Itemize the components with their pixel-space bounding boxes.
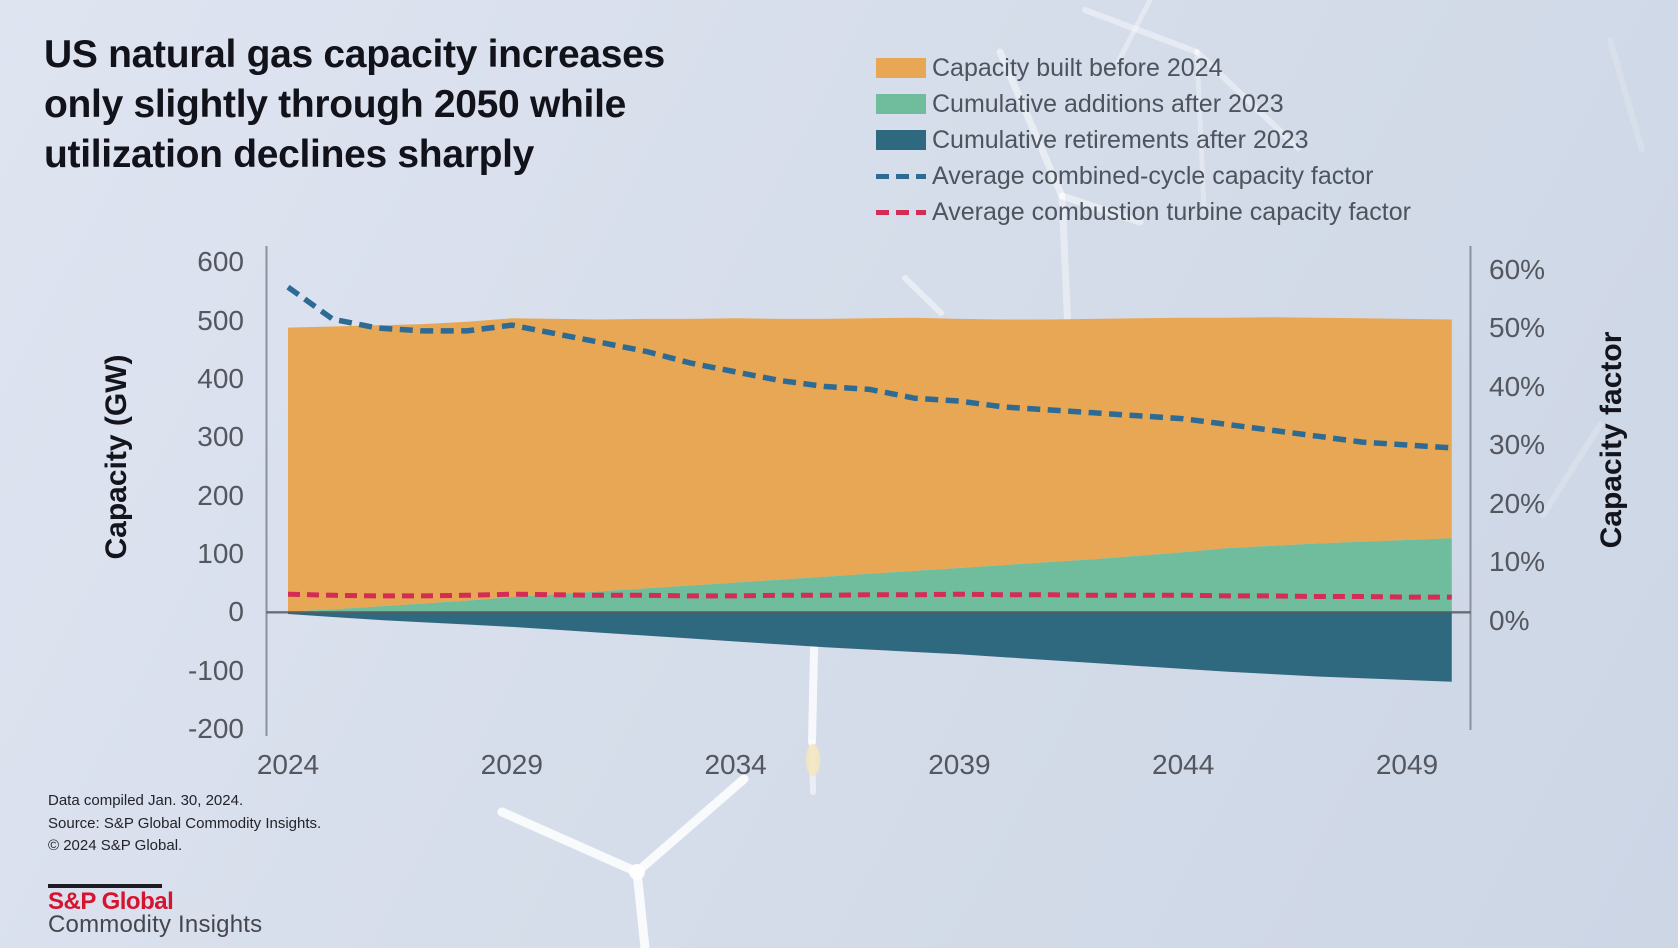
legend-item-2: Cumulative additions after 2023: [876, 86, 1411, 122]
chart-title: US natural gas capacity increases only s…: [44, 30, 804, 180]
right-axis-tick-label: 40%: [1489, 370, 1546, 402]
legend-item-1: Capacity built before 2024: [876, 50, 1411, 86]
combined-cycle-capacity-factor-line: [286, 284, 1452, 451]
chart-legend: Capacity built before 2024 Cumulative add…: [876, 50, 1411, 230]
legend-item-label: Capacity built before 2024: [932, 53, 1223, 82]
right-axis-title: Capacity factor: [1595, 331, 1628, 549]
right-axis-tick-label: 60%: [1489, 253, 1546, 285]
wind-turbine-watermark: [632, 867, 650, 948]
footnote-copyright: © 2024 S&P Global.: [48, 837, 183, 854]
sp-global-logo-brand: S&P Global: [48, 888, 174, 915]
left-axis-tick-label: -200: [187, 712, 244, 744]
wind-turbine-watermark: [1059, 327, 1071, 568]
wind-turbine-watermark: [808, 644, 818, 746]
area-capacity-before-2024: [288, 317, 1452, 612]
right-axis-tick-label: 50%: [1489, 312, 1546, 343]
left-axis-tick-label: 500: [197, 304, 244, 336]
area-cumulative-retirements: [288, 612, 1452, 682]
left-axis-tick-label: 400: [197, 362, 244, 394]
area-cumulative-additions: [288, 538, 1452, 613]
wind-turbine-watermark: [497, 807, 642, 877]
x-axis-tick-label: 2039: [928, 749, 991, 780]
footnote-compiled: Data compiled Jan. 30, 2024.: [48, 792, 244, 809]
x-axis-tick-label: 2049: [1375, 749, 1439, 780]
legend-item-label: Cumulative retirements after 2023: [932, 125, 1309, 154]
wind-turbine-watermark: [1082, 7, 1200, 55]
left-axis-tick-label: -100: [187, 654, 244, 686]
left-axis-tick-label: 300: [197, 421, 244, 453]
chart-title-line2: only slightly through 2050 while: [44, 83, 626, 126]
right-axis-tick-label: 0%: [1489, 604, 1530, 636]
x-axis-tick-label: 2044: [1152, 749, 1215, 780]
sp-global-logo-division: Commodity Insights: [48, 911, 263, 938]
legend-item-label: Cumulative additions after 2023: [932, 89, 1284, 118]
sp-global-logo-bar: [48, 884, 162, 888]
legend-dash-swatch: [876, 173, 926, 179]
wind-turbine-watermark: [1607, 37, 1645, 153]
legend-item-5: Average combustion turbine capacity fact…: [876, 194, 1411, 230]
legend-dash-swatch: [876, 209, 926, 215]
wind-turbine-watermark: [632, 774, 749, 877]
footnote-source: Source: S&P Global Commodity Insights.: [48, 815, 322, 832]
wind-turbine-watermark: [902, 275, 944, 316]
legend-item-3: Cumulative retirements after 2023: [876, 122, 1411, 158]
legend-item-label: Average combustion turbine capacity fact…: [932, 197, 1411, 226]
x-axis-tick-label: 2024: [256, 749, 320, 780]
left-axis-tick-label: 100: [197, 537, 244, 569]
wind-turbine-hub: [629, 864, 645, 880]
left-axis-tick-label: 0: [228, 596, 244, 628]
light-flare: [806, 744, 820, 776]
chart-title-line1: US natural gas capacity increases: [44, 33, 665, 76]
right-axis-tick-label: 20%: [1489, 487, 1546, 519]
legend-item-label: Average combined-cycle capacity factor: [932, 161, 1374, 190]
right-axis-tick-label: 30%: [1489, 429, 1546, 460]
chart-title-line3: utilization declines sharply: [44, 133, 535, 176]
legend-area-swatch: [876, 58, 926, 78]
wind-turbine-watermark: [1540, 422, 1603, 518]
x-axis-tick-label: 2034: [704, 749, 767, 780]
legend-area-swatch: [876, 130, 926, 150]
x-axis-tick-label: 2029: [480, 749, 543, 780]
wind-turbine-watermark: [809, 739, 816, 795]
right-axis-tick-label: 10%: [1489, 546, 1546, 577]
combustion-turbine-capacity-factor-line: [287, 591, 1452, 600]
left-axis-tick-label: 200: [197, 479, 244, 511]
legend-area-swatch: [876, 94, 926, 114]
left-axis-tick-label: 600: [197, 246, 244, 278]
legend-item-4: Average combined-cycle capacity factor: [876, 158, 1411, 194]
